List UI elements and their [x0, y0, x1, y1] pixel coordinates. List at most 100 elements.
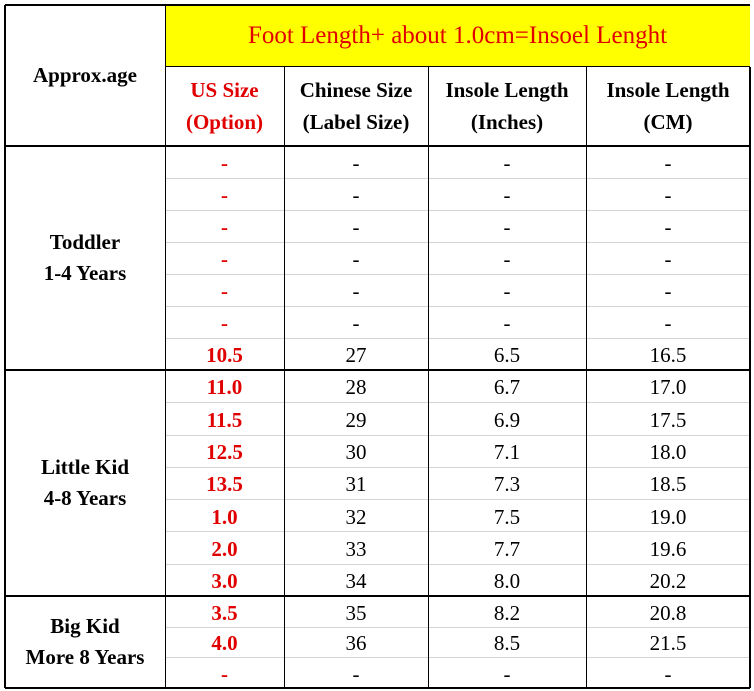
- cell-text: 3.0: [211, 569, 238, 594]
- cell-text: 17.5: [649, 407, 687, 432]
- cell-text: 19.6: [649, 536, 687, 561]
- cell: 18.5: [586, 469, 750, 501]
- cell: 33: [284, 533, 428, 565]
- cell-text: -: [352, 183, 360, 208]
- cell-text: 7.3: [493, 472, 521, 497]
- column-header-line: (Option): [185, 109, 263, 134]
- cell-text: -: [221, 215, 228, 240]
- cell-text: -: [352, 661, 360, 686]
- age-header-text: Approx.age: [32, 62, 138, 87]
- cell: -: [586, 244, 750, 276]
- cell-text: 19.0: [649, 504, 687, 529]
- cell-text: 30: [345, 439, 367, 464]
- cell: 1.0: [165, 501, 284, 533]
- cell: 8.5: [428, 629, 586, 660]
- group-label-line: Big Kid: [50, 613, 120, 638]
- column-header-line: (CM): [643, 109, 693, 134]
- row-line: [165, 499, 750, 501]
- cell: -: [586, 659, 750, 690]
- cell-text: -: [503, 215, 511, 240]
- cell: -: [284, 180, 428, 212]
- group-label: Big Kid More 8 Years: [5, 596, 165, 688]
- column-header-line: US Size: [190, 78, 259, 102]
- cell-text: -: [221, 151, 228, 176]
- cell: 19.0: [586, 501, 750, 533]
- cell-text: 13.5: [206, 472, 243, 497]
- row-line: [165, 434, 750, 436]
- cell: 31: [284, 469, 428, 501]
- cell-text: -: [352, 247, 360, 272]
- cell-text: 8.2: [493, 600, 521, 625]
- cell-text: -: [503, 151, 511, 176]
- cell: 7.5: [428, 501, 586, 533]
- banner-text: Foot Length+ about 1.0cm=Insoel Lenght: [247, 22, 668, 50]
- cell-text: 31: [345, 472, 367, 497]
- row-line: [165, 274, 750, 275]
- cell-text: -: [221, 183, 228, 208]
- cell-text: -: [503, 279, 511, 304]
- cell: 8.2: [428, 598, 586, 629]
- cell-text: -: [352, 215, 360, 240]
- row-line: [165, 178, 750, 179]
- cell-text: 12.5: [206, 439, 243, 464]
- cell-text: 11.5: [206, 407, 243, 432]
- row-line: [165, 306, 750, 307]
- cell-text: 20.8: [649, 600, 687, 625]
- cell-text: 21.5: [649, 631, 687, 656]
- cell: -: [284, 244, 428, 276]
- group-label-line: Little Kid: [40, 454, 130, 479]
- cell: 7.3: [428, 469, 586, 501]
- cell: 6.9: [428, 404, 586, 436]
- column-line: [284, 67, 285, 688]
- cell: 17.0: [586, 372, 750, 404]
- group-line: [5, 145, 750, 147]
- column-line: [4, 5, 6, 688]
- group-label-line: More 8 Years: [25, 645, 145, 669]
- cell: -: [428, 180, 586, 212]
- cell: -: [165, 244, 284, 276]
- cell: -: [165, 180, 284, 212]
- cell: -: [428, 244, 586, 276]
- cell-text: 17.0: [649, 375, 687, 400]
- cell-text: 18.5: [649, 472, 687, 497]
- cell-text: 32: [345, 504, 367, 529]
- column-header-line: Insole Length: [445, 78, 569, 102]
- cell: -: [284, 276, 428, 308]
- group-label-line: 1-4 Years: [43, 261, 127, 285]
- cell-text: -: [664, 183, 672, 208]
- row-line: [165, 466, 750, 468]
- cell: 35: [284, 598, 428, 629]
- cell-text: 10.5: [206, 343, 243, 368]
- bottom-border: [5, 687, 750, 689]
- column-header: US Size (Option): [165, 67, 284, 146]
- cell-text: 2.0: [211, 536, 238, 561]
- cell-text: -: [664, 661, 672, 686]
- cell: -: [284, 659, 428, 690]
- cell: 4.0: [165, 629, 284, 660]
- cell-text: 6.5: [493, 343, 521, 368]
- cell: 10.5: [165, 340, 284, 372]
- cell: 32: [284, 501, 428, 533]
- top-border: [5, 4, 750, 6]
- cell: -: [284, 308, 428, 340]
- cell: 7.7: [428, 533, 586, 565]
- cell: 19.6: [586, 533, 750, 565]
- group-label-line: 4-8 Years: [43, 486, 127, 510]
- cell-text: -: [352, 279, 360, 304]
- cell-text: 16.5: [649, 343, 687, 368]
- column-header: Insole Length (CM): [586, 67, 750, 146]
- cell-text: -: [664, 311, 672, 336]
- group-label: Little Kid 4-8 Years: [5, 370, 165, 596]
- cell: 29: [284, 404, 428, 436]
- age-header: Approx.age: [5, 5, 165, 146]
- cell-text: 20.2: [649, 569, 687, 594]
- cell: 3.5: [165, 598, 284, 629]
- cell: -: [428, 212, 586, 244]
- cell: -: [586, 180, 750, 212]
- cell: -: [165, 659, 284, 690]
- cell: 20.2: [586, 566, 750, 598]
- cell-text: 8.0: [493, 569, 521, 594]
- cell-text: 7.5: [493, 504, 521, 529]
- row-line: [165, 531, 750, 533]
